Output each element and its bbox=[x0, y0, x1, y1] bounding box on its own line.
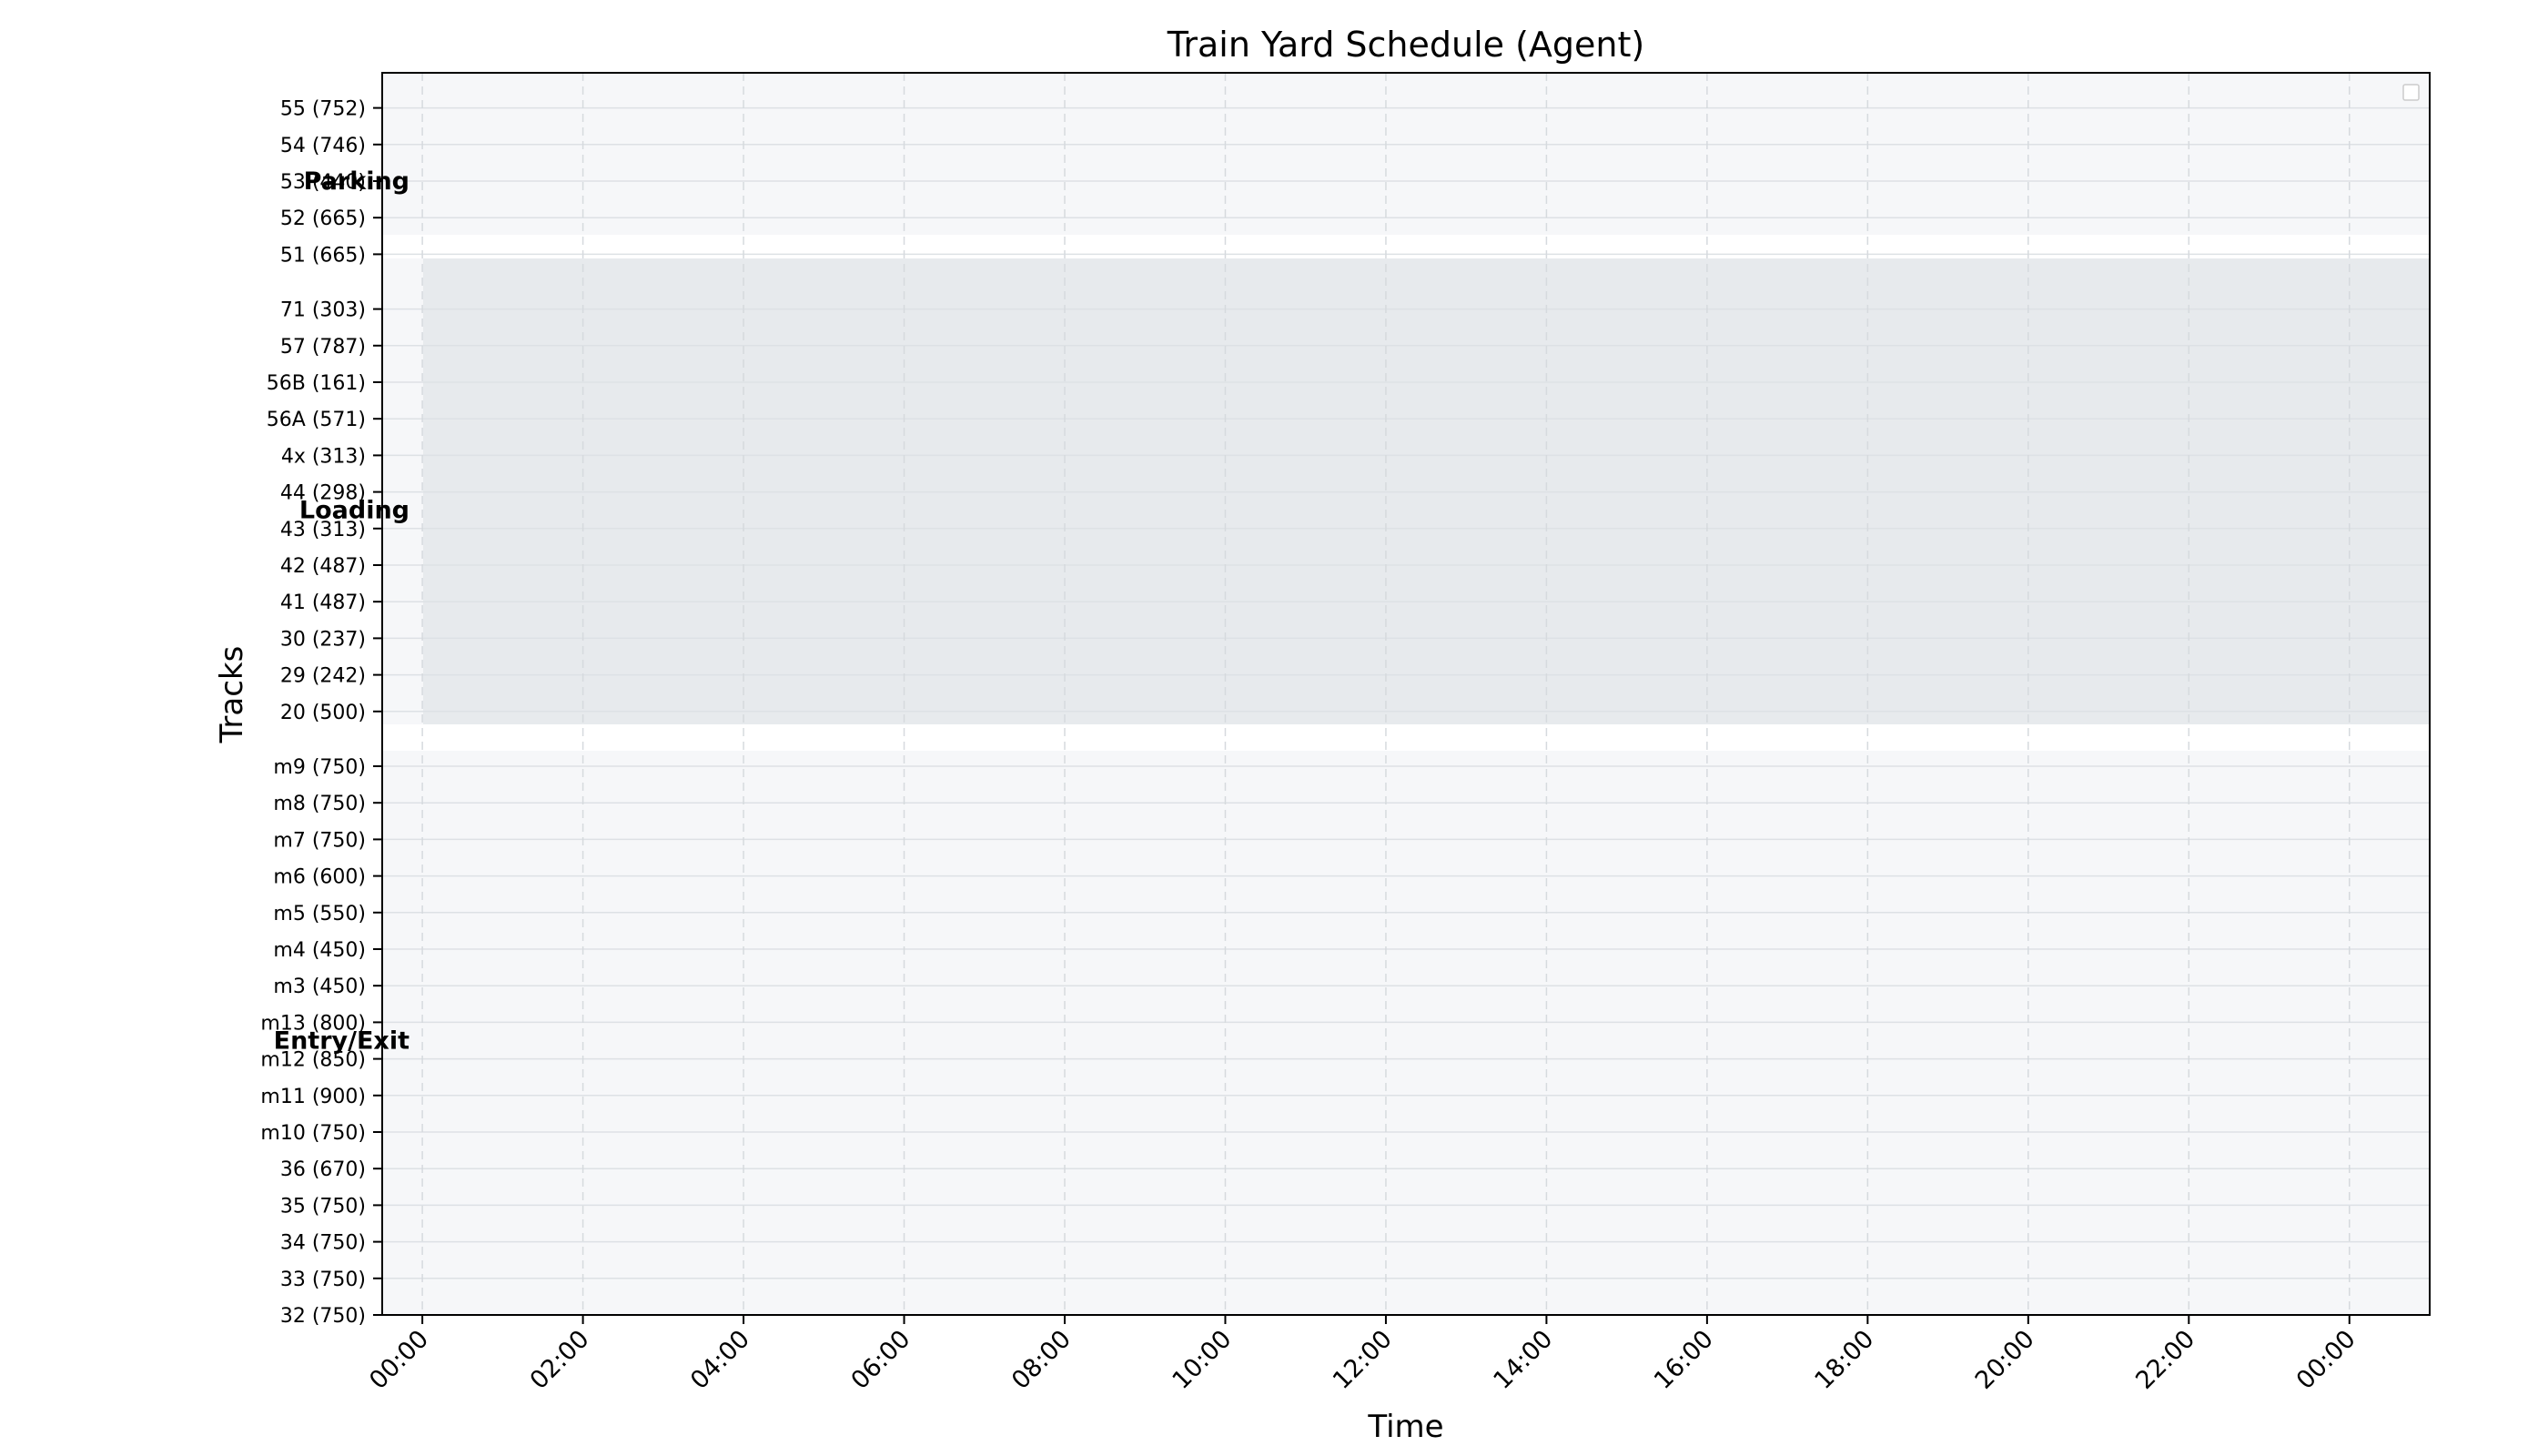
section-gap-bottom bbox=[382, 724, 2430, 751]
section-label: Entry/Exit bbox=[274, 1027, 410, 1056]
y-axis-ticks: 55 (752) 54 (746) 53 (440) 52 (665) 51 (665)… bbox=[260, 98, 382, 1328]
chart-title: Train Yard Schedule (Agent) bbox=[1167, 25, 1645, 65]
plot-area bbox=[381, 72, 2431, 1316]
y-tick-label: 52 (665) bbox=[280, 207, 366, 230]
y-tick-label: 36 (670) bbox=[280, 1158, 366, 1181]
y-tick-label: 4x (313) bbox=[281, 445, 366, 468]
y-tick-label: m13 (800) bbox=[260, 1012, 366, 1035]
y-tick-label: m7 (750) bbox=[273, 829, 366, 852]
vertical-gridlines bbox=[421, 73, 2351, 1315]
y-tick-label: m6 (600) bbox=[273, 866, 366, 889]
y-tick-label: 42 (487) bbox=[280, 555, 366, 578]
y-tick-label: 55 (752) bbox=[280, 98, 366, 121]
y-tick-label: m10 (750) bbox=[260, 1122, 366, 1145]
y-tick-label: m3 (450) bbox=[273, 976, 366, 998]
y-tick-label: 53 (440) bbox=[280, 171, 366, 194]
y-tick-label: 29 (242) bbox=[280, 665, 366, 688]
y-tick-label: 20 (500) bbox=[280, 702, 366, 724]
y-tick-label: 56A (571) bbox=[267, 409, 366, 431]
y-tick-label: m5 (550) bbox=[273, 903, 366, 925]
y-tick-label: 33 (750) bbox=[280, 1269, 366, 1291]
y-tick-label: 35 (750) bbox=[280, 1195, 366, 1218]
section-label: Loading bbox=[299, 497, 410, 525]
y-tick-label: 71 (303) bbox=[280, 299, 366, 322]
y-tick-label: 41 (487) bbox=[280, 592, 366, 614]
y-tick-label: 34 (750) bbox=[280, 1232, 366, 1255]
legend-box bbox=[2402, 84, 2420, 101]
y-tick-label: 51 (665) bbox=[280, 244, 366, 267]
y-tick-label: m9 (750) bbox=[273, 756, 366, 779]
y-tick-label: 54 (746) bbox=[280, 135, 366, 157]
y-axis-label: Tracks bbox=[214, 646, 250, 744]
y-tick-label: 32 (750) bbox=[280, 1305, 366, 1328]
plot-frame bbox=[381, 72, 2431, 1316]
section-labels: Parking Loading Entry/Exit bbox=[274, 167, 410, 1056]
y-tick-label: m4 (450) bbox=[273, 939, 366, 962]
y-tick-label: 44 (298) bbox=[280, 482, 366, 505]
y-tick-label: m11 (900) bbox=[260, 1086, 366, 1108]
y-tick-label: m8 (750) bbox=[273, 793, 366, 815]
y-tick-label: 43 (313) bbox=[280, 519, 366, 541]
section-label: Parking bbox=[304, 167, 410, 196]
y-tick-label: 57 (787) bbox=[280, 336, 366, 359]
y-tick-label: m12 (850) bbox=[260, 1049, 366, 1072]
x-axis-label: Time bbox=[1367, 1409, 1443, 1445]
y-tick-label: 56B (161) bbox=[267, 372, 366, 395]
y-tick-label: 30 (237) bbox=[280, 628, 366, 651]
